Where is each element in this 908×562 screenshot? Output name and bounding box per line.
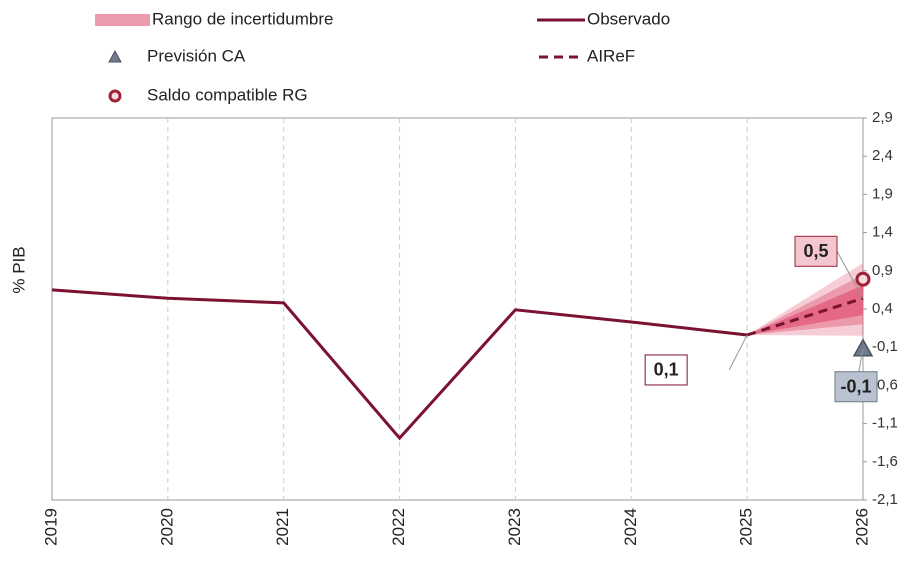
x-tick-label: 2022 bbox=[389, 508, 408, 546]
data-label: 0,5 bbox=[803, 241, 828, 261]
y-tick-label: 0,9 bbox=[872, 262, 893, 279]
y-tick-label: 1,9 bbox=[872, 185, 893, 202]
uncertainty-band bbox=[747, 285, 863, 335]
legend-label: Saldo compatible RG bbox=[147, 85, 308, 104]
triangle-marker bbox=[852, 338, 874, 357]
y-tick-label: 2,4 bbox=[872, 147, 893, 164]
legend-label: AIReF bbox=[587, 46, 635, 65]
label-leader bbox=[836, 251, 864, 299]
legend-swatch bbox=[108, 89, 122, 103]
legend-label: Rango de incertidumbre bbox=[152, 9, 333, 28]
plot-frame bbox=[51, 117, 864, 501]
y-tick-label: -1,6 bbox=[872, 453, 898, 470]
legend-swatch bbox=[95, 14, 150, 26]
x-tick-label: 2023 bbox=[505, 508, 524, 546]
y-tick-label: 0,4 bbox=[872, 300, 893, 317]
x-tick-label: 2021 bbox=[273, 508, 292, 546]
y-tick-label: 1,4 bbox=[872, 224, 893, 241]
observed-line bbox=[51, 288, 748, 441]
x-tick-label: 2020 bbox=[157, 508, 176, 546]
label-leader bbox=[728, 334, 748, 371]
y-tick-label: -2,1 bbox=[872, 491, 898, 508]
forecast-line bbox=[746, 296, 864, 337]
x-tick-label: 2026 bbox=[852, 508, 871, 546]
y-tick-label: -0,1 bbox=[872, 338, 898, 355]
label-box bbox=[794, 235, 838, 267]
y-tick-label: -1,1 bbox=[872, 415, 898, 432]
legend-label: Observado bbox=[587, 9, 670, 28]
y-tick-label: 2,9 bbox=[872, 109, 893, 126]
data-label: 0,1 bbox=[654, 360, 679, 380]
y-tick-label: -0,6 bbox=[872, 376, 898, 393]
data-label: -0,1 bbox=[840, 376, 871, 396]
legend-swatch bbox=[108, 49, 122, 63]
y-axis-label: % PIB bbox=[9, 246, 28, 293]
x-tick-label: 2025 bbox=[737, 508, 756, 546]
label-box bbox=[644, 354, 688, 386]
label-box bbox=[834, 371, 878, 403]
x-tick-label: 2019 bbox=[41, 508, 60, 546]
circle-marker bbox=[855, 271, 871, 287]
legend-label: Previsión CA bbox=[147, 46, 246, 65]
x-tick-label: 2024 bbox=[621, 508, 640, 546]
